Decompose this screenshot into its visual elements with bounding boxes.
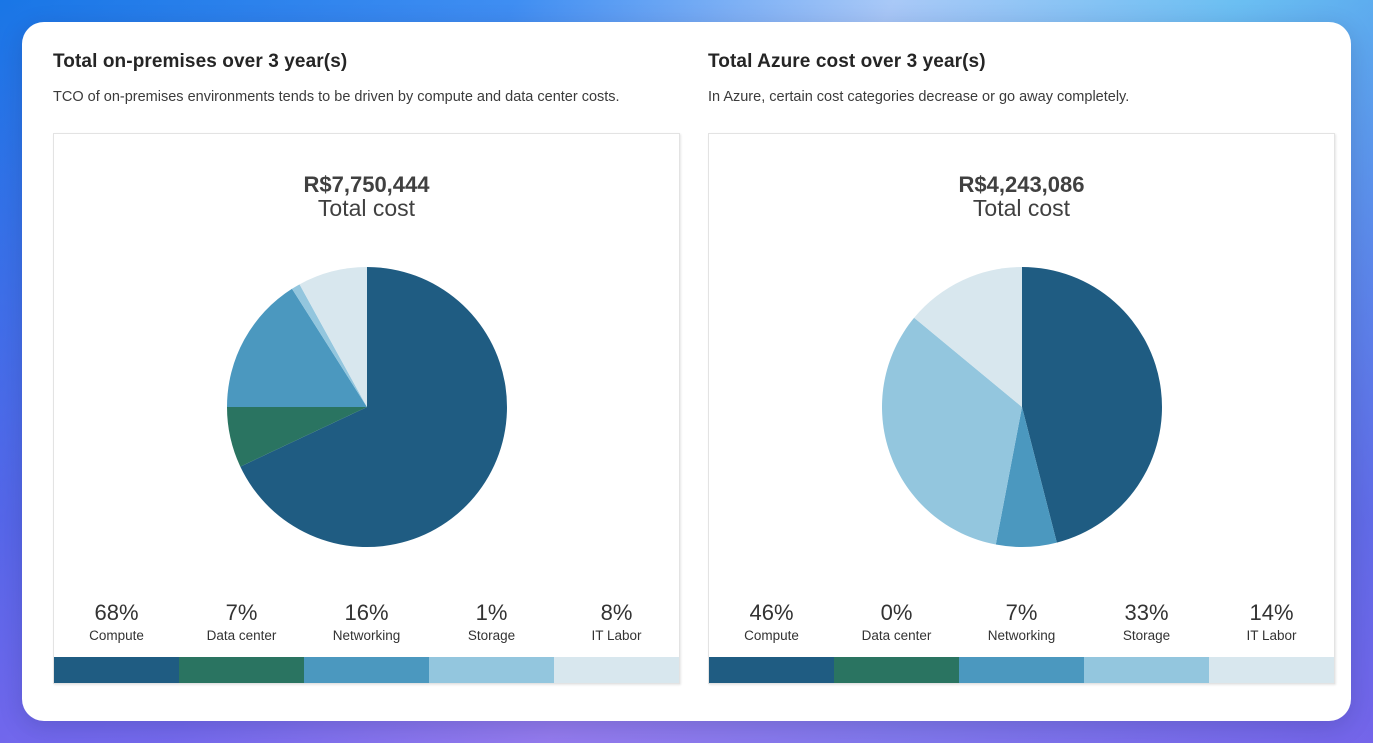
pie-slice-it-labor[interactable]	[914, 267, 1022, 407]
tco-summary-card: Total on-premises over 3 year(s) TCO of …	[22, 22, 1351, 721]
azure-panel: Total Azure cost over 3 year(s) In Azure…	[708, 22, 1335, 721]
panel-title: Total on-premises over 3 year(s)	[53, 51, 348, 72]
legend-label: Networking	[332, 628, 401, 643]
legend-swatch	[959, 657, 1084, 683]
total-cost-value: R$7,750,444	[303, 172, 430, 197]
pie-chart	[882, 267, 1162, 547]
pie-slice-compute[interactable]	[240, 267, 507, 547]
legend-swatch	[1084, 657, 1209, 683]
legend-percent: 7%	[1005, 600, 1038, 625]
panel-subtitle: TCO of on-premises environments tends to…	[53, 89, 620, 105]
legend-swatch	[1209, 657, 1334, 683]
legend-percent: 1%	[475, 600, 508, 625]
total-cost-value: R$4,243,086	[958, 172, 1085, 197]
legend-percent: 16%	[344, 600, 389, 625]
pie-slice-compute[interactable]	[1022, 267, 1162, 543]
azure-chart: R$4,243,086 Total cost 46% Compute 0% Data …	[708, 133, 1335, 684]
chart-legend: 46% Compute 0% Data center 7% Networking 33% St…	[709, 600, 1334, 683]
on-premises-chart: R$7,750,444 Total cost 68% Compute 7% Data …	[53, 133, 680, 684]
legend-item-data-center: 0% Data center	[834, 600, 959, 683]
legend-percent: 46%	[749, 600, 794, 625]
legend-label: Networking	[987, 628, 1056, 643]
pie-slice-it-labor[interactable]	[299, 267, 367, 407]
on-premises-panel: Total on-premises over 3 year(s) TCO of …	[53, 22, 680, 721]
legend-percent: 33%	[1124, 600, 1169, 625]
legend-item-storage: 1% Storage	[429, 600, 554, 683]
pie-slice-data-center[interactable]	[227, 407, 367, 467]
pie-slice-storage[interactable]	[291, 284, 367, 407]
legend-item-networking: 7% Networking	[959, 600, 1084, 683]
chart-legend: 68% Compute 7% Data center 16% Networking 1% St…	[54, 600, 679, 683]
legend-label: Data center	[861, 628, 932, 643]
legend-label: Compute	[744, 628, 799, 643]
pie-slice-storage[interactable]	[882, 317, 1022, 545]
legend-swatch	[554, 657, 679, 683]
total-cost-label: Total cost	[972, 195, 1071, 221]
legend-label: Storage	[1122, 628, 1171, 643]
pie-slice-networking[interactable]	[995, 407, 1057, 547]
legend-swatch	[709, 657, 834, 683]
legend-item-storage: 33% Storage	[1084, 600, 1209, 683]
legend-swatch	[429, 657, 554, 683]
legend-swatch	[179, 657, 304, 683]
legend-percent: 14%	[1249, 600, 1294, 625]
panel-subtitle: In Azure, certain cost categories decrea…	[708, 89, 1130, 105]
legend-item-it-labor: 14% IT Labor	[1209, 600, 1334, 683]
legend-item-networking: 16% Networking	[304, 600, 429, 683]
panel-title: Total Azure cost over 3 year(s)	[708, 51, 986, 72]
legend-item-compute: 46% Compute	[709, 600, 834, 683]
legend-item-it-labor: 8% IT Labor	[554, 600, 679, 683]
pie-chart	[227, 267, 507, 547]
legend-label: IT Labor	[591, 628, 642, 643]
legend-swatch	[834, 657, 959, 683]
total-cost-label: Total cost	[317, 195, 416, 221]
legend-item-data-center: 7% Data center	[179, 600, 304, 683]
pie-slice-networking[interactable]	[227, 288, 367, 407]
legend-swatch	[304, 657, 429, 683]
legend-percent: 7%	[225, 600, 258, 625]
legend-swatch	[54, 657, 179, 683]
legend-label: IT Labor	[1246, 628, 1297, 643]
legend-percent: 8%	[600, 600, 633, 625]
legend-label: Data center	[206, 628, 277, 643]
legend-percent: 0%	[880, 600, 913, 625]
legend-label: Storage	[467, 628, 516, 643]
legend-percent: 68%	[94, 600, 139, 625]
legend-label: Compute	[89, 628, 144, 643]
legend-item-compute: 68% Compute	[54, 600, 179, 683]
